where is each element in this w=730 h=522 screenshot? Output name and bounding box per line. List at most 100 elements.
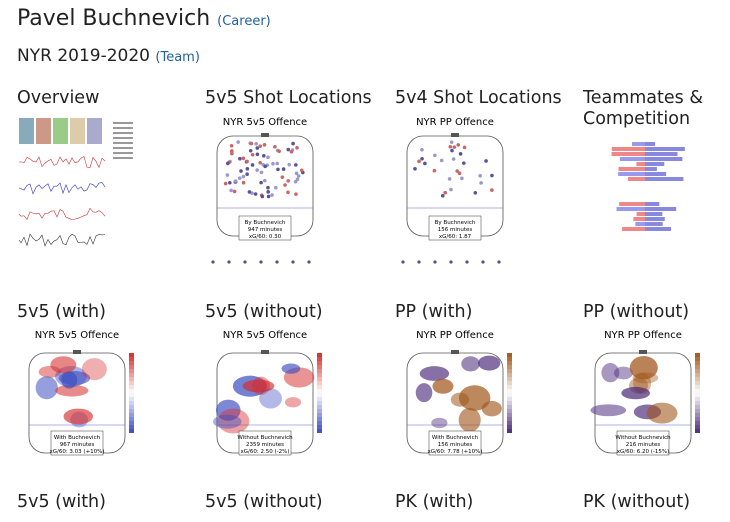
- heat-blob: [419, 366, 450, 381]
- colorbar: [129, 377, 134, 381]
- colorbar: [129, 389, 134, 393]
- stat-line: Without Buchnevich: [237, 435, 293, 441]
- tile-heading: 5v5 (with): [17, 492, 106, 512]
- tile: PP (without) NYR PP Offence Without Buchne…: [583, 302, 730, 492]
- bar-right: [645, 202, 660, 206]
- trend: [18, 156, 106, 169]
- heat-blob: [432, 378, 454, 394]
- shot: [294, 192, 298, 196]
- shot: [451, 157, 456, 161]
- legend-dot: [433, 260, 437, 264]
- shot: [443, 190, 448, 195]
- shot: [263, 178, 267, 183]
- stat-box: [238, 430, 292, 456]
- colorbar: [695, 393, 700, 397]
- shot: [286, 147, 291, 152]
- shot: [253, 192, 258, 196]
- heat-blob: [213, 414, 242, 429]
- shot: [286, 179, 291, 183]
- colorbar: [129, 405, 134, 409]
- colorbar: [695, 373, 700, 377]
- tile: Overview: [17, 88, 197, 278]
- colorbar: [695, 381, 700, 385]
- panel: [70, 118, 85, 144]
- thumbnail: [18, 118, 133, 247]
- colorbar: [317, 393, 322, 397]
- bar-left: [618, 167, 645, 171]
- colorbar: [317, 389, 322, 393]
- legend-dot: [211, 260, 215, 264]
- shot: [447, 177, 452, 181]
- team-link[interactable]: (Team): [155, 50, 200, 65]
- bar-left: [618, 172, 645, 176]
- stat-line: xG/60: 6.20 (-15%): [617, 449, 669, 455]
- colorbar: [507, 405, 512, 409]
- heat-blob: [590, 404, 627, 417]
- bar-right: [645, 147, 685, 151]
- shot: [281, 167, 286, 171]
- stat-box: [616, 430, 670, 456]
- stat-box: [428, 430, 482, 456]
- colorbar: [129, 385, 134, 389]
- heat-blob: [252, 376, 270, 395]
- thumbnail: [611, 142, 685, 231]
- shot: [241, 180, 246, 185]
- tile: PK (with): [395, 492, 575, 522]
- shot: [420, 147, 424, 152]
- colorbar: [507, 353, 512, 357]
- stat-line: With Buchnevich: [432, 435, 479, 441]
- shot: [266, 155, 270, 160]
- shot: [479, 181, 483, 185]
- shot: [226, 161, 230, 166]
- shot: [228, 180, 232, 185]
- heat-blob: [431, 417, 448, 429]
- tile: 5v5 Shot Locations NYR 5v5 Offence By Buch…: [205, 88, 385, 278]
- legend-dot: [227, 260, 231, 264]
- stat-line: By Buchnevich: [245, 220, 286, 226]
- colorbar: [129, 429, 134, 433]
- heat-blob: [50, 356, 77, 374]
- colorbar: [129, 357, 134, 361]
- colorbar: [317, 421, 322, 425]
- team-line: NYR 2019-2020 (Team): [17, 46, 200, 66]
- tile: 5v5 (with) NYR 5v5 Offence With Buchnevich…: [17, 302, 197, 492]
- colorbar: [129, 373, 134, 377]
- shot: [295, 177, 300, 182]
- bar-right: [645, 167, 657, 171]
- shot: [273, 144, 277, 149]
- shot: [449, 140, 454, 145]
- colorbar: [317, 397, 322, 401]
- tile: 5v5 (without): [205, 492, 385, 522]
- colorbar: [317, 417, 322, 421]
- shot: [247, 190, 252, 194]
- stat-line: xG/60: 0.30: [249, 234, 282, 240]
- colorbar: [129, 421, 134, 425]
- bar-left: [631, 142, 645, 146]
- colorbar: [695, 401, 700, 405]
- colorbar: [507, 413, 512, 417]
- shot: [455, 169, 459, 173]
- career-link[interactable]: (Career): [217, 14, 271, 29]
- colorbar: [507, 369, 512, 373]
- legend-dot: [275, 260, 279, 264]
- bar-right: [645, 172, 667, 176]
- colorbar: [695, 369, 700, 373]
- shot: [266, 185, 270, 190]
- shot: [255, 146, 260, 150]
- shot: [259, 180, 263, 185]
- stat-box: [50, 430, 104, 456]
- shot: [296, 174, 301, 178]
- legend-dot: [417, 260, 421, 264]
- net: [261, 133, 269, 137]
- shot: [249, 141, 254, 146]
- thumb-title: NYR PP Offence: [604, 330, 682, 341]
- heat-blob: [35, 376, 58, 400]
- stat-line: 2359 minutes: [246, 442, 284, 448]
- shot: [223, 181, 228, 186]
- bar-left: [635, 222, 645, 226]
- shot: [417, 159, 421, 164]
- colorbar: [695, 417, 700, 421]
- stat-line: xG/60: 3.03 (+10%): [49, 449, 104, 455]
- legend-dot: [497, 260, 501, 264]
